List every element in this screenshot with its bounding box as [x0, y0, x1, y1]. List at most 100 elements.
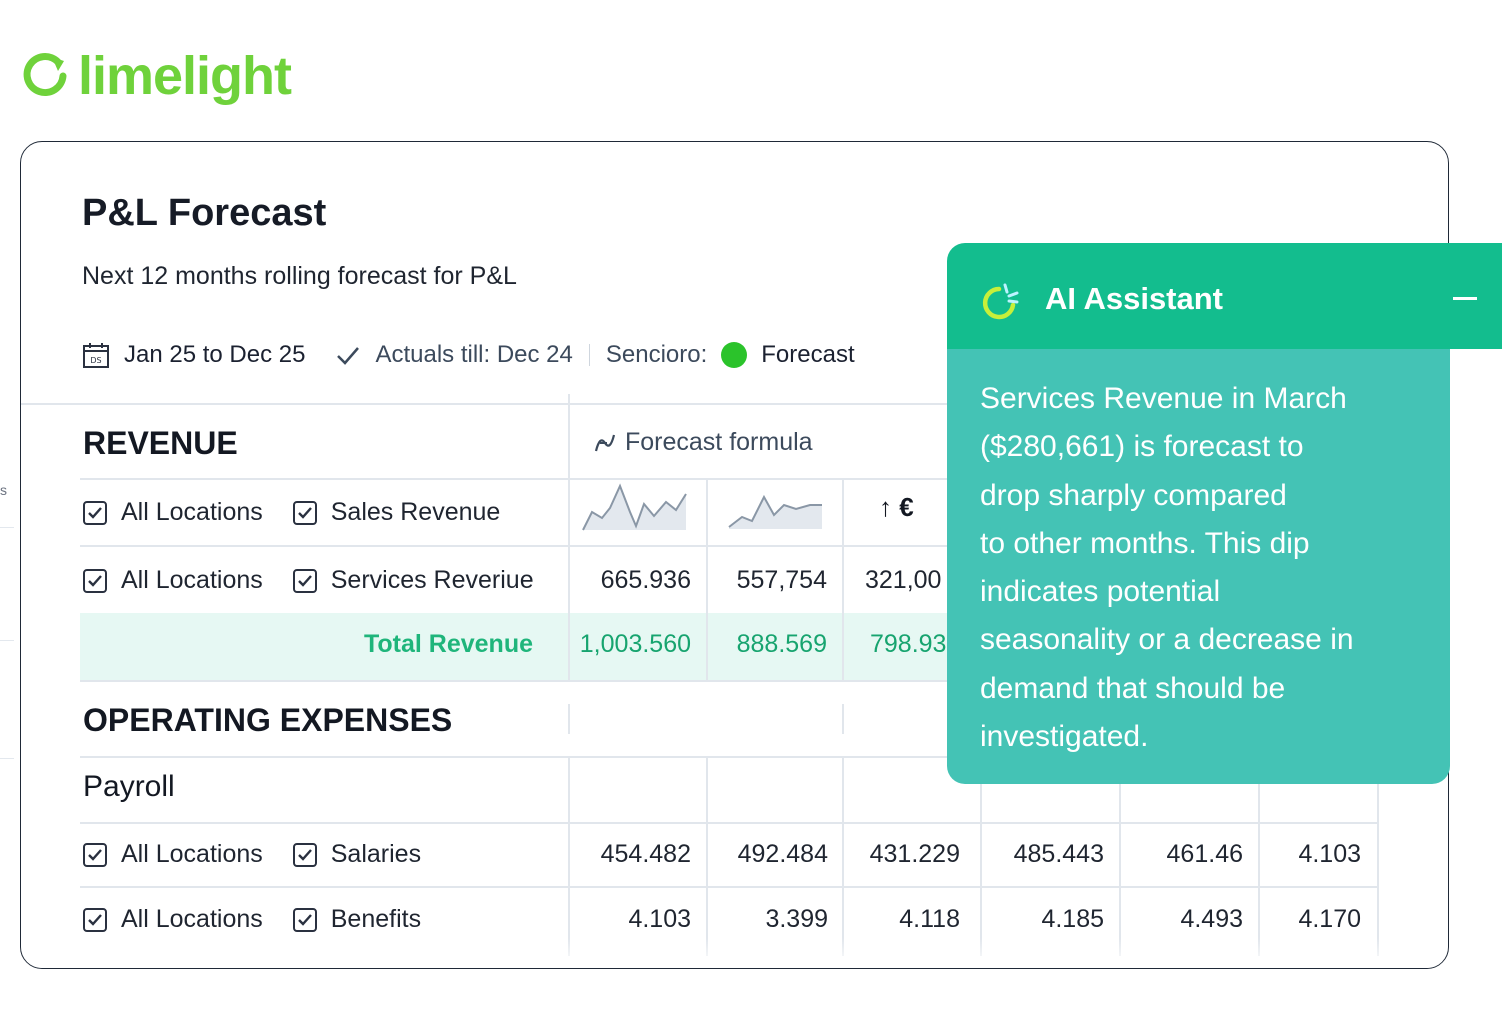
svg-text:DS: DS — [90, 356, 101, 365]
minimize-icon[interactable] — [1453, 297, 1477, 300]
column-divider — [706, 613, 708, 680]
page-title: P&L Forecast — [82, 192, 327, 234]
edge-divider — [0, 527, 14, 528]
operating-expenses-heading: OPERATING EXPENSES — [83, 702, 453, 738]
message-line: investigated. — [980, 720, 1149, 754]
row-divider — [80, 756, 1378, 758]
account-label: Sales Revenue — [330, 498, 501, 526]
row-divider — [80, 478, 1448, 480]
ai-assistant-panel: AI Assistant Services Revenue in March (… — [947, 243, 1502, 784]
checkmark-icon — [88, 848, 102, 861]
edge-divider — [0, 758, 14, 759]
column-divider — [706, 756, 708, 956]
forecast-formula-button[interactable]: Forecast formula — [593, 428, 813, 457]
salaries-value[interactable]: 454.482 — [600, 840, 691, 868]
message-line: drop sharply compared — [980, 478, 1287, 512]
total-revenue-value: 1,003.560 — [579, 630, 691, 658]
column-divider — [568, 756, 570, 956]
sales-sparkline-chart-2 — [728, 494, 822, 529]
row-divider — [80, 822, 1378, 824]
report-meta-bar: DS Jan 25 to Dec 25 Actuals till: Dec 24… — [82, 338, 855, 372]
revenue-heading: REVENUE — [83, 425, 238, 461]
column-divider — [568, 704, 570, 734]
account-checkbox[interactable] — [292, 907, 317, 932]
ai-spark-icon — [982, 283, 1019, 320]
ai-assistant-body: Services Revenue in March ($280,661) is … — [947, 349, 1450, 784]
limelight-logo: limelight — [20, 46, 292, 106]
location-checkbox[interactable] — [83, 568, 107, 593]
account-checkbox[interactable] — [292, 842, 317, 867]
column-divider — [1377, 756, 1379, 956]
total-revenue-value: 798.93 — [870, 630, 947, 658]
benefits-value[interactable]: 4.103 — [628, 905, 691, 933]
ai-assistant-header: AI Assistant — [947, 243, 1502, 349]
currency-sort-toggle[interactable]: ↑ € — [879, 492, 914, 522]
column-divider — [568, 394, 570, 680]
table-row-salaries: All Locations Salaries — [83, 840, 421, 869]
location-checkbox[interactable] — [83, 500, 107, 525]
date-range[interactable]: Jan 25 to Dec 25 — [124, 341, 306, 368]
location-checkbox[interactable] — [83, 907, 107, 932]
checkmark-icon — [297, 506, 312, 519]
column-divider — [842, 478, 844, 680]
column-divider — [842, 756, 844, 956]
location-label: All Locations — [121, 566, 263, 594]
column-divider — [1119, 756, 1121, 956]
scenario-value[interactable]: Forecast — [761, 341, 855, 368]
formula-icon — [594, 434, 616, 451]
location-label: All Locations — [121, 498, 263, 526]
salaries-value[interactable]: 485.443 — [1013, 840, 1104, 868]
table-row-sales-revenue: All Locations Sales Revenue — [83, 498, 500, 527]
location-label: All Locations — [121, 840, 263, 868]
brand-name: limelight — [78, 46, 292, 106]
benefits-value[interactable]: 4.170 — [1298, 905, 1361, 933]
checkmark-icon — [88, 913, 102, 926]
edge-stub-text: s — [0, 482, 7, 498]
services-revenue-value[interactable]: 665.936 — [600, 566, 691, 594]
message-line: seasonality or a decrease in — [980, 623, 1354, 657]
benefits-value[interactable]: 4.493 — [1180, 905, 1243, 933]
salaries-value[interactable]: 492.484 — [737, 840, 828, 868]
services-revenue-value[interactable]: 557,754 — [736, 566, 827, 594]
row-divider — [80, 680, 1448, 682]
column-divider — [980, 756, 982, 956]
edge-divider — [0, 640, 14, 641]
sales-sparkline-chart — [582, 483, 687, 531]
services-revenue-value[interactable]: 321,00 — [865, 566, 942, 594]
checkmark-icon — [88, 506, 102, 519]
ai-assistant-message: Services Revenue in March ($280,661) is … — [980, 375, 1420, 761]
column-divider — [706, 478, 708, 680]
scenario-status-dot — [721, 342, 748, 368]
scenario-label: Sencioro: — [605, 341, 708, 368]
payroll-heading: Payroll — [83, 770, 175, 803]
salaries-value[interactable]: 461.46 — [1166, 840, 1243, 868]
account-checkbox[interactable] — [292, 500, 317, 525]
logo-refresh-icon — [23, 53, 67, 96]
column-divider — [1258, 756, 1260, 956]
checkmark-icon — [297, 574, 312, 587]
checkmark-icon — [337, 347, 360, 365]
column-divider — [842, 613, 844, 680]
message-line: ($280,661) is forecast to — [980, 430, 1304, 464]
account-checkbox[interactable] — [292, 568, 317, 593]
bottom-fade — [21, 938, 1448, 968]
table-top-border — [21, 403, 1448, 405]
salaries-value[interactable]: 4.103 — [1298, 840, 1361, 868]
checkmark-icon — [297, 913, 312, 926]
message-line: indicates potential — [980, 575, 1221, 609]
benefits-value[interactable]: 4.118 — [899, 905, 960, 933]
calendar-icon[interactable]: DS — [82, 341, 110, 369]
benefits-value[interactable]: 4.185 — [1041, 905, 1104, 933]
total-revenue-label: Total Revenue — [363, 630, 533, 658]
page-subtitle: Next 12 months rolling forecast for P&L — [82, 262, 517, 290]
account-label: Salaries — [330, 840, 422, 868]
message-line: Services Revenue in March — [980, 382, 1347, 415]
location-label: All Locations — [121, 905, 263, 933]
salaries-value[interactable]: 431.229 — [869, 840, 960, 868]
benefits-value[interactable]: 3.399 — [765, 905, 828, 933]
actuals-till: Actuals till: Dec 24 — [375, 341, 573, 368]
total-revenue-value: 888.569 — [736, 630, 827, 658]
row-divider — [80, 886, 1378, 888]
location-checkbox[interactable] — [83, 842, 107, 867]
forecast-formula-label: Forecast formula — [625, 428, 813, 456]
